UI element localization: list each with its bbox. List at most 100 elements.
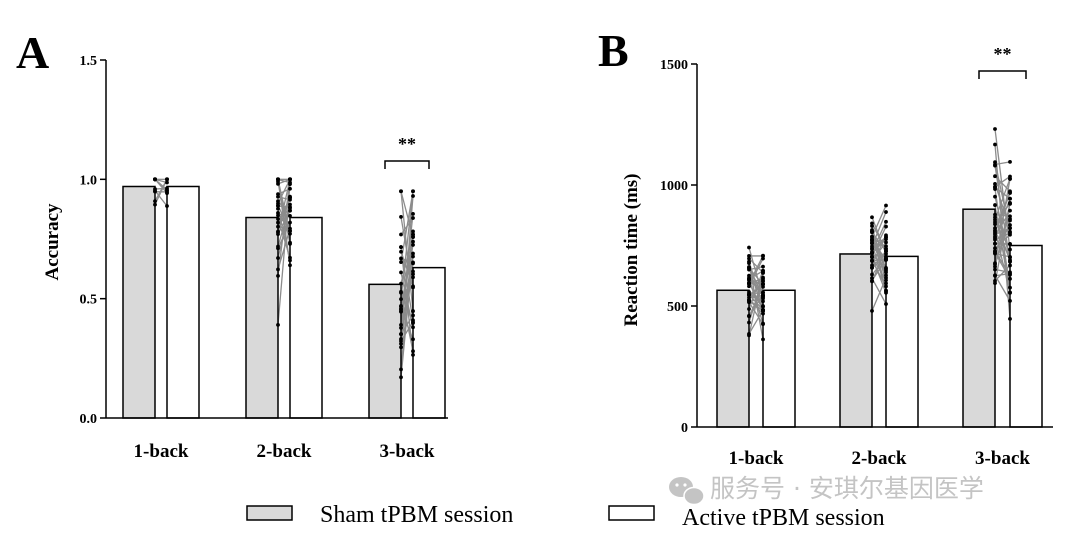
subject-dot [761, 254, 765, 258]
subject-dot [993, 203, 997, 207]
subject-line [400, 247, 414, 321]
panel-b-bar-sham-3-back [962, 208, 996, 428]
panel-a-subject-dots [153, 177, 415, 380]
subject-dot [993, 222, 997, 226]
subject-dot [411, 325, 415, 330]
subject-line [277, 179, 291, 234]
panel-b-letter: B [598, 25, 629, 76]
subject-dot [288, 226, 292, 231]
subject-line [994, 231, 1011, 258]
subject-dot [399, 249, 403, 254]
subject-dot [884, 244, 888, 249]
subject-dot [870, 244, 874, 249]
subject-dot [993, 241, 997, 246]
subject-dot [1008, 276, 1012, 281]
subject-dot [747, 313, 751, 318]
subject-dot [1008, 160, 1012, 164]
subject-line [748, 301, 764, 325]
subject-line [154, 187, 168, 190]
subject-dot [288, 206, 292, 210]
subject-dot [399, 297, 403, 302]
subject-dot [993, 278, 997, 283]
subject-dot [411, 349, 415, 354]
subject-dot [276, 246, 280, 251]
subject-dot [399, 232, 403, 237]
panel-a-y-tick-label: 0.5 [80, 293, 98, 308]
subject-dot [411, 251, 415, 256]
subject-dot [411, 309, 415, 313]
panel-b-ticks: 1-back 2-back 3-back 0 500 1000 1500 [660, 58, 1030, 469]
subject-dot [884, 256, 888, 261]
subject-dot [993, 160, 997, 165]
subject-dot [993, 127, 997, 131]
subject-line [994, 128, 1011, 250]
subject-dot [761, 299, 765, 304]
subject-dot [276, 181, 280, 186]
subject-dot [993, 236, 997, 240]
subject-line [400, 213, 414, 325]
subject-dot [747, 245, 751, 250]
subject-dot [399, 260, 403, 265]
subject-dot [276, 194, 280, 199]
panel-b-y-axis-label: Reaction time (ms) [621, 173, 642, 326]
subject-line [748, 282, 764, 311]
subject-dot [993, 229, 997, 234]
subject-dot [870, 255, 874, 260]
subject-dot [993, 181, 997, 186]
subject-line [871, 256, 887, 294]
subject-dot [870, 215, 874, 220]
subject-dot [1008, 290, 1012, 295]
subject-dot [411, 337, 415, 342]
subject-dot [153, 177, 157, 182]
subject-dot [747, 293, 751, 297]
subject-dot [870, 265, 874, 270]
subject-dot [399, 322, 403, 327]
subject-dot [276, 322, 280, 327]
subject-dot [1008, 201, 1012, 206]
subject-dot [411, 313, 415, 318]
subject-dot [870, 234, 874, 239]
subject-dot [288, 182, 292, 187]
subject-line [994, 274, 1011, 302]
subject-dot [1008, 255, 1012, 260]
subject-line [871, 236, 887, 254]
panel-b-subject-lines [748, 128, 1011, 340]
panel-a-letter: A [16, 27, 49, 78]
panel-b-x-tick-label: 3-back [975, 448, 1030, 469]
subject-dot [288, 186, 292, 191]
subject-dot [399, 341, 403, 346]
subject-dot [288, 220, 292, 225]
subject-dot [993, 185, 997, 190]
subject-dot [399, 339, 403, 343]
subject-dot [1008, 270, 1012, 275]
panel-a-y-tick-label: 1.0 [80, 173, 98, 188]
subject-dot [276, 192, 280, 197]
subject-line [400, 253, 414, 378]
panel-b-y-tick-label: 500 [667, 300, 688, 315]
subject-dot [993, 249, 997, 254]
subject-dot [1008, 247, 1012, 252]
subject-line [277, 179, 291, 276]
subject-line [994, 234, 1011, 249]
subject-dot [411, 318, 415, 323]
subject-line [748, 258, 764, 274]
panel-b-x-tick-label: 1-back [729, 448, 784, 469]
panel-b-y-tick-label: 1500 [660, 58, 688, 73]
subject-dot [1008, 229, 1012, 234]
subject-line [154, 179, 168, 205]
legend-label-active: Active tPBM session [682, 505, 885, 531]
subject-dot [399, 304, 403, 309]
subject-dot [761, 264, 765, 269]
subject-dot [411, 211, 415, 216]
subject-dot [870, 272, 874, 277]
subject-dot [884, 302, 888, 306]
subject-dot [411, 229, 415, 234]
subject-line [748, 277, 764, 323]
subject-line [994, 165, 1011, 262]
subject-dot [276, 217, 280, 221]
subject-dot [761, 309, 765, 313]
subject-dot [1008, 263, 1012, 268]
subject-dot [747, 297, 751, 302]
subject-dot [761, 304, 765, 309]
subject-dot [884, 224, 888, 229]
